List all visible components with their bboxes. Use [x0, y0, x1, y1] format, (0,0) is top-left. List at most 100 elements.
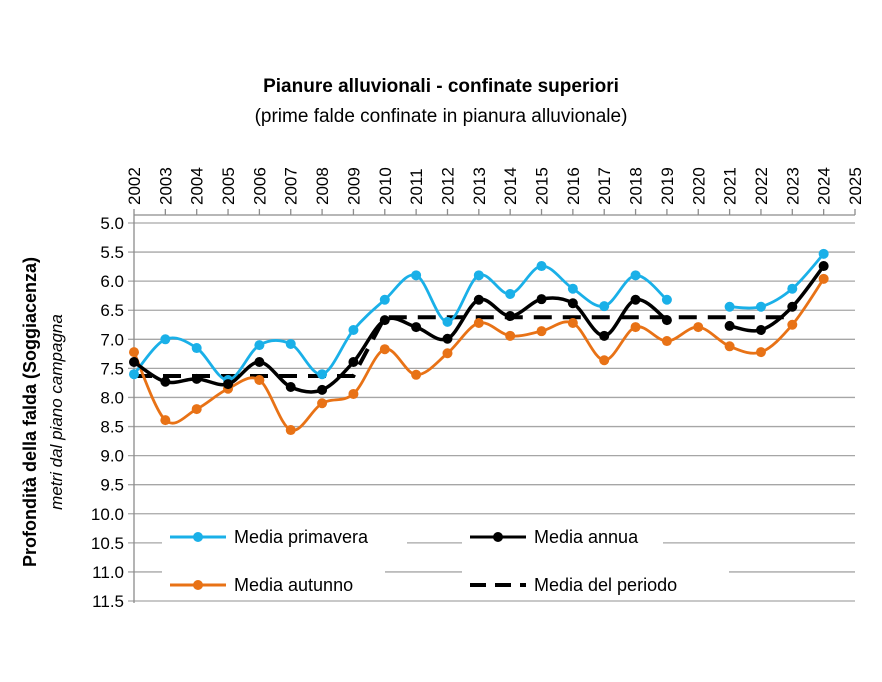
- x-tick-label: 2014: [501, 167, 520, 205]
- data-point: [693, 322, 704, 333]
- data-point: [160, 334, 171, 345]
- legend-item: Media del periodo: [462, 569, 729, 599]
- data-point: [254, 356, 265, 367]
- x-tick-label: 2019: [658, 167, 677, 205]
- data-point: [348, 325, 359, 336]
- data-point: [755, 347, 766, 358]
- data-point: [285, 338, 296, 349]
- data-point: [348, 356, 359, 367]
- data-point: [442, 316, 453, 327]
- y-tick-label: 5.0: [100, 214, 124, 233]
- data-point: [129, 369, 139, 380]
- x-tick-label: 2016: [564, 167, 583, 205]
- data-point: [505, 330, 516, 341]
- legend-marker: [493, 532, 503, 542]
- data-point: [191, 343, 202, 354]
- y-tick-label: 9.0: [100, 447, 124, 466]
- data-point: [223, 379, 234, 390]
- legend-label: Media autunno: [234, 575, 353, 595]
- y-tick-label: 6.5: [100, 301, 124, 320]
- legend-label: Media del periodo: [534, 575, 677, 595]
- data-point: [724, 320, 735, 331]
- data-point: [317, 369, 328, 380]
- chart-title: Pianure alluvionali - confinate superior…: [263, 76, 619, 97]
- x-tick-label: 2015: [533, 167, 552, 205]
- data-point: [661, 336, 672, 347]
- data-point: [787, 283, 798, 294]
- x-tick-label: 2024: [815, 167, 834, 205]
- y-tick-label: 7.0: [100, 330, 124, 349]
- x-tick-label: 2023: [783, 167, 802, 205]
- data-point: [254, 340, 265, 351]
- data-point: [567, 298, 578, 309]
- x-tick-label: 2012: [438, 167, 457, 205]
- x-tick-label: 2020: [689, 167, 708, 205]
- y-tick-label: 10.0: [91, 505, 124, 524]
- x-tick-label: 2013: [470, 167, 489, 205]
- data-point: [787, 319, 798, 330]
- data-point: [379, 315, 390, 326]
- y-tick-label: 11.5: [92, 592, 124, 611]
- legend-marker: [193, 532, 203, 542]
- data-point: [724, 301, 735, 312]
- data-point: [379, 294, 390, 305]
- y-tick-label: 8.5: [100, 418, 124, 437]
- data-point: [818, 248, 829, 259]
- y-tick-label: 6.0: [100, 272, 124, 291]
- data-point: [505, 288, 516, 299]
- data-point: [661, 315, 672, 326]
- data-point: [599, 355, 610, 366]
- data-point: [505, 311, 516, 322]
- data-point: [567, 283, 578, 294]
- data-point: [317, 398, 328, 409]
- y-axis-title: Profondità della falda (Soggiacenza): [20, 257, 40, 567]
- data-point: [755, 301, 766, 312]
- y-tick-label: 11.0: [92, 563, 124, 582]
- y-tick-label: 8.0: [100, 388, 124, 407]
- data-point: [599, 301, 610, 312]
- x-tick-label: 2010: [376, 167, 395, 205]
- data-point: [755, 325, 766, 336]
- data-point: [473, 318, 484, 329]
- x-tick-label: 2005: [219, 167, 238, 205]
- series-line: [133, 296, 668, 394]
- data-point: [473, 294, 484, 305]
- data-point: [442, 348, 453, 359]
- series-media-annua: [129, 261, 829, 395]
- data-point: [379, 344, 390, 355]
- data-point: [191, 404, 202, 415]
- x-tick-label: 2003: [156, 167, 175, 205]
- data-point: [317, 384, 328, 395]
- x-tick-label: 2018: [627, 167, 646, 205]
- x-tick-label: 2002: [125, 167, 144, 205]
- y-tick-label: 5.5: [100, 243, 124, 262]
- series-line: [729, 252, 825, 310]
- x-tick-label: 2011: [407, 168, 426, 205]
- data-point: [254, 375, 265, 386]
- data-point: [411, 369, 422, 380]
- data-point: [536, 294, 547, 305]
- chart-subtitle: (prime falde confinate in pianura alluvi…: [254, 106, 628, 127]
- data-point: [411, 322, 422, 333]
- x-tick-label: 2008: [313, 167, 332, 205]
- legend-item: Media primavera: [162, 521, 407, 551]
- data-point: [787, 301, 798, 312]
- data-point: [818, 273, 829, 284]
- data-point: [191, 373, 202, 384]
- x-tick-label: 2006: [250, 167, 269, 205]
- y-tick-label: 10.5: [91, 534, 124, 553]
- data-point: [567, 318, 578, 329]
- legend-marker: [193, 580, 203, 590]
- data-point: [442, 333, 453, 344]
- x-tick-label: 2021: [721, 167, 740, 205]
- data-point: [630, 322, 641, 333]
- legend-item: Media annua: [462, 521, 663, 551]
- data-point: [473, 270, 484, 281]
- series-line: [729, 264, 826, 333]
- y-tick-label: 7.5: [100, 359, 124, 378]
- x-tick-label: 2004: [188, 167, 207, 205]
- data-point: [536, 261, 547, 272]
- data-point: [661, 294, 672, 305]
- series-line: [132, 264, 668, 382]
